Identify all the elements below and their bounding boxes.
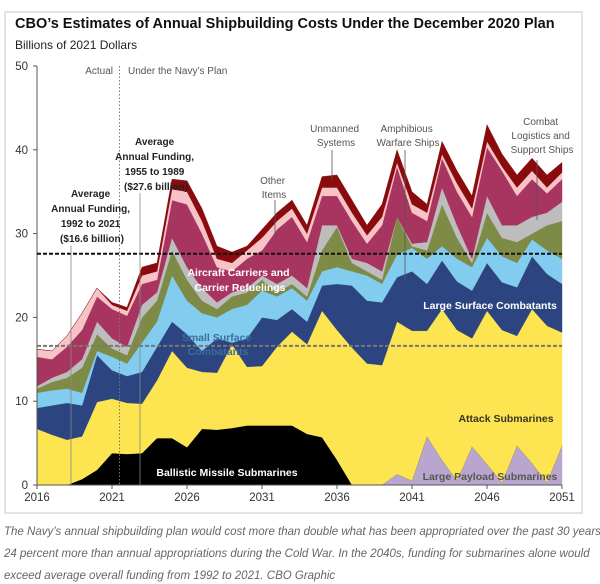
- x-tick-label: 2051: [549, 492, 575, 504]
- label-attack-submarines: Attack Submarines: [458, 413, 553, 425]
- y-tick-label: 30: [15, 229, 28, 241]
- callout-unmanned-systems: Unmanned Systems: [310, 124, 362, 149]
- y-axis-label: Billions of 2021 Dollars: [15, 38, 137, 52]
- label-ballistic-missile-submarines: Ballistic Missile Submarines: [156, 467, 297, 479]
- caption-line-3: exceed average overall funding from 1992…: [4, 570, 335, 582]
- axes: 0 10 20 30 40 50 2016 2021 2026 2031 2036 2041 2046 2…: [15, 61, 575, 504]
- y-tick-label: 10: [15, 396, 28, 408]
- navy-plan-label: Under the Navy’s Plan: [128, 66, 227, 77]
- x-tick-label: 2031: [249, 492, 275, 504]
- label-large-surface-combatants: Large Surface Combatants: [423, 300, 557, 312]
- caption-line-2: 24 percent more than annual appropriatio…: [3, 548, 590, 560]
- label-aircraft-carriers: Aircraft Carriers and Carrier Refuelings: [187, 267, 292, 294]
- label-large-payload-submarines: Large Payload Submarines: [423, 471, 558, 483]
- y-tick-label: 20: [15, 312, 28, 324]
- x-tick-label: 2036: [324, 492, 350, 504]
- label-small-surface-combatants: Small Surface Combatants: [182, 332, 254, 358]
- stacked-areas: [36, 124, 563, 486]
- callout-other-items: Other Items: [260, 176, 288, 201]
- x-tick-label: 2046: [474, 492, 500, 504]
- caption-line-1: The Navy’s annual shipbuilding plan woul…: [4, 526, 600, 538]
- actual-label: Actual: [85, 66, 113, 77]
- x-tick-label: 2021: [99, 492, 125, 504]
- area-unmanned-systems: [36, 124, 563, 352]
- chart-title: CBO’s Estimates of Annual Shipbuilding C…: [15, 16, 555, 32]
- callout-amphibious: Amphibious Warfare Ships: [377, 124, 440, 149]
- x-tick-label: 2041: [399, 492, 425, 504]
- annotation-1955-1989: Average Annual Funding, 1955 to 1989 ($2…: [115, 137, 197, 193]
- x-tick-label: 2016: [24, 492, 50, 504]
- y-tick-label: 50: [15, 61, 28, 73]
- callout-combat-logistics: Combat Logistics and Support Ships: [511, 117, 574, 156]
- y-tick-label: 40: [15, 145, 28, 157]
- x-tick-label: 2026: [174, 492, 200, 504]
- annotation-1992-2021: Average Annual Funding, 1992 to 2021 ($1…: [51, 189, 133, 245]
- y-tick-label: 0: [22, 480, 28, 492]
